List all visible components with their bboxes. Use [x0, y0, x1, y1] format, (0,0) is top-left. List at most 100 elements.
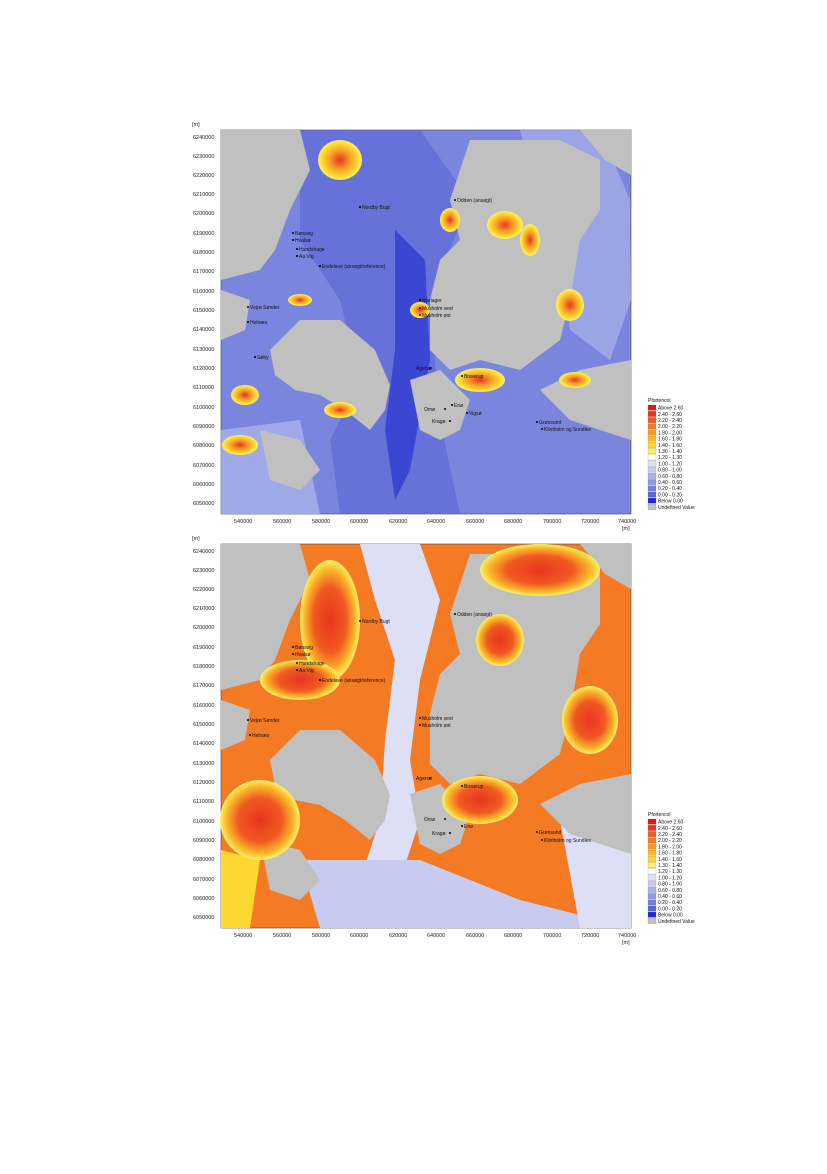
x-tick: 640000 [427, 519, 445, 525]
place-label: Vejrø Sønder [250, 305, 280, 311]
place-label: Vejrø Sønder [250, 718, 280, 724]
y-tick: 6090000 [193, 424, 214, 430]
y-tick: 6200000 [193, 211, 214, 217]
land-funen [270, 730, 390, 840]
hotspot-1 [300, 560, 360, 680]
y-tick: 6120000 [193, 366, 214, 372]
y-tick: 6230000 [193, 154, 214, 160]
y-tick: 6080000 [193, 443, 214, 449]
legend-swatch [647, 818, 657, 825]
legend-swatch [647, 880, 657, 887]
legend-swatch [647, 442, 657, 448]
land-jutland [221, 544, 310, 690]
place-label: Musholm vest [422, 716, 453, 722]
legend-swatch [647, 435, 657, 442]
hotspot-6 [480, 544, 600, 596]
hotspot-3 [440, 208, 460, 232]
place-label: Klintholm og Sundlex [544, 427, 591, 433]
place-label: Musholm vest [422, 306, 453, 312]
legend-swatch [647, 454, 657, 461]
x-tick: 580000 [312, 933, 330, 939]
legend-label: Above 2.60 [658, 820, 684, 826]
hotspot-6 [231, 385, 259, 405]
y-axis: 6240000 6230000 6220000 6210000 6200000 … [193, 549, 214, 921]
y-tick: 6170000 [193, 269, 214, 275]
place-label: Aa Vig [299, 668, 314, 674]
place-label: Agersø [416, 366, 432, 372]
x-unit-label: [m] [622, 940, 630, 946]
y-tick: 6140000 [193, 327, 214, 333]
place-label: Omø [424, 407, 435, 413]
x-tick: 600000 [350, 933, 368, 939]
deep-channel [385, 230, 430, 500]
land-zealand [430, 554, 600, 784]
x-tick: 580000 [312, 519, 330, 525]
place-label: Kragø [432, 419, 446, 425]
y-unit-label: [m] [192, 536, 200, 542]
y-axis: 6240000 6230000 6220000 6210000 6200000 … [193, 135, 214, 507]
hotspot-8 [559, 372, 591, 388]
y-tick: 6220000 [193, 587, 214, 593]
legend-label: 1.30 - 1.40 [658, 449, 682, 455]
y-tick: 6090000 [193, 838, 214, 844]
y-tick: 6140000 [193, 741, 214, 747]
legend-label: Undefined Value [658, 505, 695, 511]
x-tick: 660000 [466, 519, 484, 525]
land-als [260, 430, 320, 490]
hotspot-1 [318, 140, 362, 180]
y-tick: 6060000 [193, 482, 214, 488]
y-tick: 6240000 [193, 549, 214, 555]
land-sweden [580, 130, 631, 175]
x-tick: 540000 [234, 933, 252, 939]
x-tick: 560000 [273, 519, 291, 525]
hotspot-10 [410, 302, 430, 318]
legend-label: 0.40 - 0.60 [658, 894, 682, 900]
legend-swatch [647, 843, 657, 850]
x-tick: 620000 [389, 933, 407, 939]
legend-swatch [647, 429, 657, 436]
legend-swatch [647, 504, 657, 510]
place-label: Søby [257, 355, 269, 361]
hotspot-2 [487, 211, 523, 239]
y-tick: 6070000 [193, 877, 214, 883]
legend-swatch [647, 460, 657, 467]
place-label: Hundshage [299, 661, 325, 667]
place-label: Hvalsø [295, 652, 311, 658]
x-tick: 600000 [350, 519, 368, 525]
legend-swatch [647, 868, 657, 875]
place-label: Helnæs [252, 733, 270, 739]
legend-label: 2.40 - 2.60 [658, 412, 682, 418]
legend-title: Pfortencol [648, 812, 671, 818]
place-label: Endelave (ansøgt/reference) [322, 678, 386, 684]
y-tick: 6130000 [193, 761, 214, 767]
legend-label: 2.00 - 2.20 [658, 424, 682, 430]
x-tick: 540000 [234, 519, 252, 525]
legend-swatch [647, 831, 657, 837]
legend-swatch [647, 899, 657, 906]
legend-label: 1.00 - 1.20 [658, 875, 682, 881]
hotspot-5 [220, 780, 300, 860]
cool-south [300, 860, 631, 928]
place-label: Musholm øst [422, 723, 451, 729]
legend-items: Above 2.602.40 - 2.602.20 - 2.402.00 - 2… [647, 404, 695, 511]
legend-swatch [647, 856, 657, 862]
place-label: Bønsvig [295, 645, 313, 651]
place-label: Bisserup [464, 784, 484, 790]
x-tick: 720000 [581, 519, 599, 525]
x-tick: 720000 [581, 933, 599, 939]
place-label: Kragø [432, 831, 446, 837]
legend-label: 2.20 - 2.40 [658, 832, 682, 838]
legend-label: 0.40 - 0.60 [658, 480, 682, 486]
yellow-sw [221, 850, 260, 928]
x-tick: 680000 [504, 519, 522, 525]
legend-swatch [647, 874, 657, 881]
legend-label: 1.30 - 1.40 [658, 863, 682, 869]
place-label: Nordby Bugt [362, 205, 390, 211]
place-label: Bønsvig [295, 231, 313, 237]
legend-label: 1.60 - 1.80 [658, 437, 682, 443]
y-unit-label: [m] [192, 122, 200, 128]
legend-label: 0.80 - 1.00 [658, 882, 682, 888]
y-tick: 6220000 [193, 173, 214, 179]
x-unit-label: [m] [622, 526, 630, 532]
x-tick: 560000 [273, 933, 291, 939]
